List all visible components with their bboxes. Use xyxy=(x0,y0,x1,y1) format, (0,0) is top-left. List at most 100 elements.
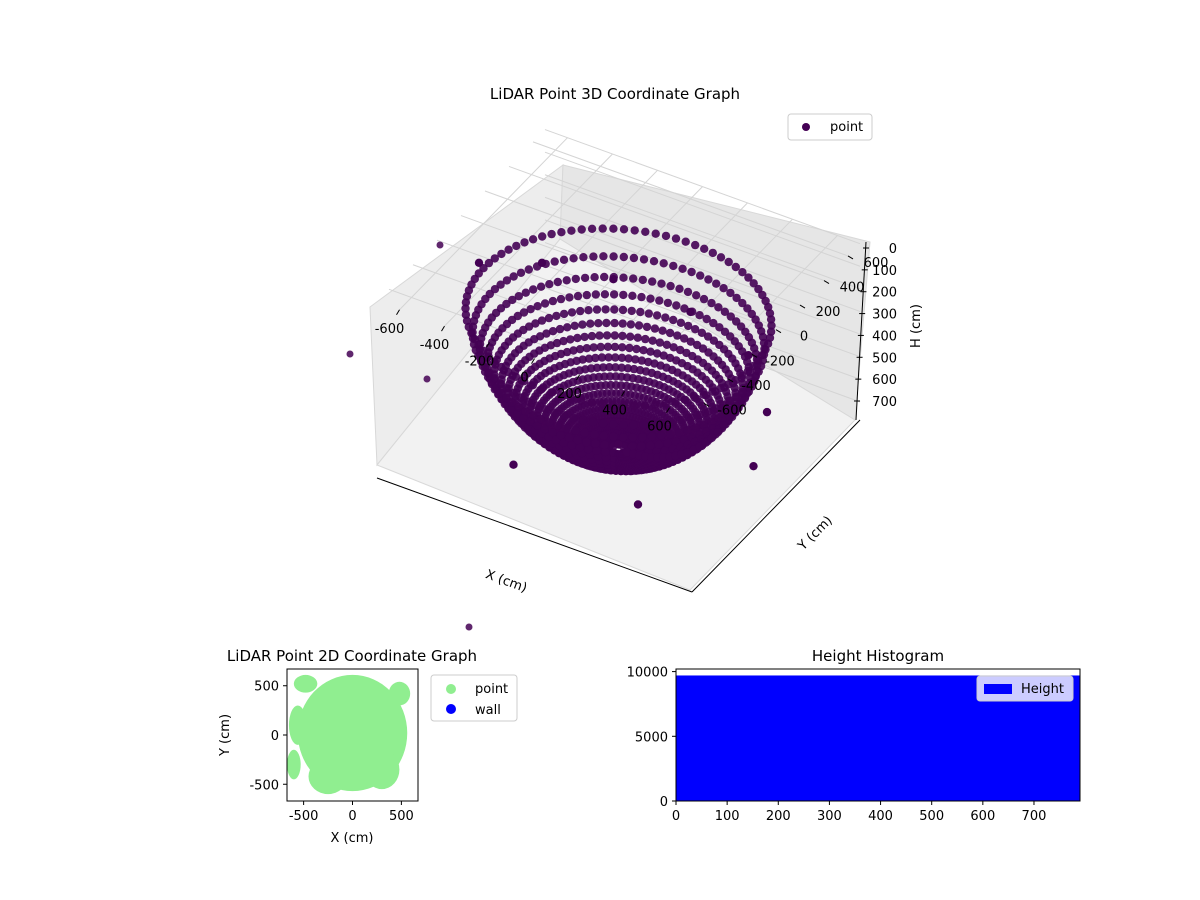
data-point xyxy=(663,439,672,448)
data-point xyxy=(725,396,735,406)
data-point xyxy=(544,418,554,427)
data-point xyxy=(582,344,591,353)
data-point xyxy=(637,356,646,365)
z-axis-label: H (cm) xyxy=(909,304,924,348)
data-point xyxy=(662,340,672,349)
data-point xyxy=(651,229,660,238)
data-point xyxy=(702,314,711,324)
y-axis-label: Y (cm) xyxy=(795,513,836,554)
data-point xyxy=(703,332,713,341)
data-point xyxy=(695,311,704,320)
data-point xyxy=(671,397,680,407)
data-point xyxy=(555,324,565,334)
x-tick-label: 400 xyxy=(602,403,627,418)
data-point xyxy=(638,275,647,285)
data-point xyxy=(712,279,721,288)
data-point xyxy=(536,414,545,424)
data-point xyxy=(676,318,686,327)
y-tick-label: -400 xyxy=(741,379,771,394)
data-point xyxy=(548,296,558,306)
data-point xyxy=(474,340,483,350)
x-tick-label: -600 xyxy=(375,322,405,337)
chart-3d: LiDAR Point 3D Coordinate Graph -600 -400… xyxy=(346,85,924,631)
data-point xyxy=(602,318,611,328)
data-point xyxy=(658,326,667,335)
x-tick-label: 600 xyxy=(647,420,672,435)
data-point xyxy=(719,284,728,293)
data-point xyxy=(653,349,662,358)
data-point xyxy=(553,421,562,430)
data-point xyxy=(726,288,735,298)
data-point xyxy=(496,280,505,289)
data-point xyxy=(544,313,554,323)
data-point xyxy=(678,415,687,424)
data-point xyxy=(692,340,702,350)
data-point xyxy=(676,345,685,355)
data-point xyxy=(708,248,717,258)
data-point xyxy=(637,292,646,302)
data-point xyxy=(589,343,598,352)
data-point xyxy=(603,342,613,351)
data-point xyxy=(661,399,670,408)
data-point xyxy=(629,253,639,263)
point-cloud-area xyxy=(308,758,348,795)
data-point xyxy=(649,419,658,429)
data-point xyxy=(516,268,526,277)
point-cloud-area xyxy=(364,749,400,790)
data-point xyxy=(598,419,608,428)
legend-label-height: Height xyxy=(1021,682,1064,697)
legend-label-point: point xyxy=(830,120,863,135)
data-point xyxy=(597,353,607,362)
data-point xyxy=(461,298,471,307)
data-point xyxy=(754,284,763,294)
x-tick-label: 500 xyxy=(919,809,944,824)
data-point xyxy=(691,423,701,432)
data-point xyxy=(474,258,484,267)
x-tick-label: 100 xyxy=(715,809,740,824)
histogram-title: Height Histogram xyxy=(812,647,944,665)
z-tick-label: 600 xyxy=(872,373,897,388)
data-point xyxy=(614,440,623,449)
data-point xyxy=(605,363,614,372)
data-point xyxy=(598,224,607,233)
data-point xyxy=(657,279,666,288)
x-tick-label: 0 xyxy=(348,809,356,824)
data-point xyxy=(610,331,619,340)
data-point xyxy=(627,442,637,451)
data-point xyxy=(556,391,566,400)
legend-marker-wall xyxy=(446,704,456,714)
histogram-legend: Height xyxy=(976,675,1074,702)
data-point xyxy=(659,418,668,428)
data-point xyxy=(609,290,619,299)
data-point xyxy=(601,305,610,314)
z-tick-label: 400 xyxy=(872,329,897,344)
x-axis-label: X (cm) xyxy=(483,567,529,596)
data-point xyxy=(570,321,579,330)
data-point xyxy=(502,276,512,285)
data-point xyxy=(547,388,556,397)
data-point xyxy=(627,306,636,316)
data-point xyxy=(646,441,655,450)
data-point xyxy=(720,327,730,336)
data-point xyxy=(657,431,666,440)
data-point xyxy=(687,413,696,422)
data-point xyxy=(619,433,628,442)
data-point xyxy=(633,333,642,342)
data-point xyxy=(659,453,668,462)
chart-3d-title: LiDAR Point 3D Coordinate Graph xyxy=(490,85,740,103)
y-tick-mark xyxy=(799,304,806,309)
grid-line xyxy=(544,264,861,380)
data-point xyxy=(675,428,684,437)
data-point xyxy=(571,426,580,435)
data-point xyxy=(631,355,640,364)
chart-2d-ticks: -500 0 500 -500 0 500 xyxy=(249,680,413,824)
data-point xyxy=(582,290,591,300)
data-point xyxy=(720,307,730,316)
data-point xyxy=(638,433,647,442)
data-point xyxy=(540,424,549,434)
data-point xyxy=(497,249,506,259)
data-point xyxy=(599,252,608,261)
data-point xyxy=(590,273,599,282)
data-point xyxy=(609,432,618,441)
data-point xyxy=(604,353,613,362)
